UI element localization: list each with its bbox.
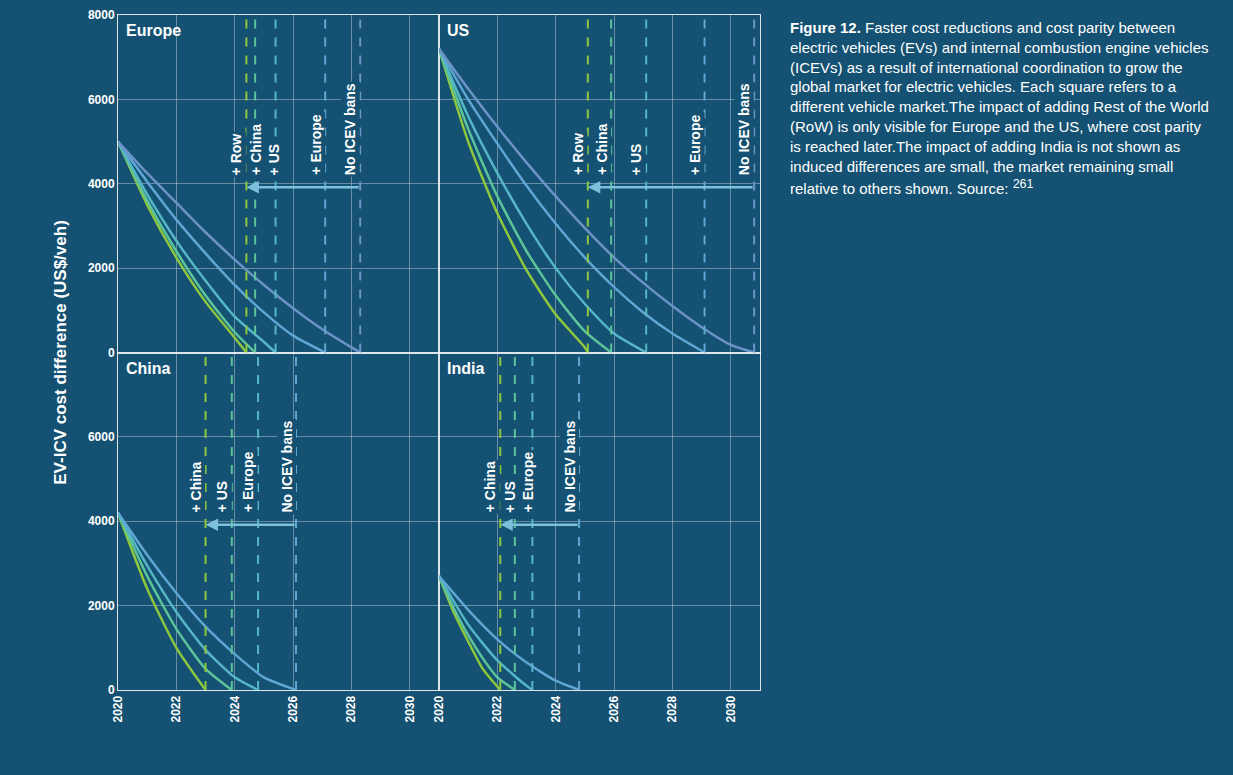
svg-text:+ China: + China [188, 461, 204, 512]
svg-text:US: US [447, 22, 470, 39]
svg-text:6000: 6000 [88, 430, 115, 444]
svg-text:India: India [447, 360, 484, 377]
svg-text:2024: 2024 [228, 695, 242, 722]
svg-text:4000: 4000 [88, 514, 115, 528]
svg-text:0: 0 [108, 683, 115, 697]
svg-text:China: China [126, 360, 171, 377]
svg-text:EV-ICV cost difference (US$/ve: EV-ICV cost difference (US$/veh) [51, 220, 70, 485]
svg-text:+ Europe: + Europe [520, 452, 536, 513]
svg-text:No ICEV bans: No ICEV bans [342, 83, 358, 175]
svg-text:Europe: Europe [126, 22, 181, 39]
svg-text:+ US: + US [214, 481, 230, 513]
svg-text:+ Europe: + Europe [687, 115, 703, 176]
svg-text:No ICEV bans: No ICEV bans [736, 83, 752, 175]
svg-text:4000: 4000 [88, 177, 115, 191]
html-text:Figure 12. Faster cost reducti: Figure 12. Faster cost reductions and co… [790, 19, 1209, 198]
svg-text:+ US: + US [628, 144, 644, 176]
svg-text:2000: 2000 [88, 599, 115, 613]
svg-text:2028: 2028 [665, 695, 679, 722]
svg-text:6000: 6000 [88, 93, 115, 107]
svg-text:2020: 2020 [111, 695, 125, 722]
svg-text:No ICEV bans: No ICEV bans [279, 421, 295, 513]
svg-text:2000: 2000 [88, 261, 115, 275]
svg-text:+ China: + China [248, 124, 264, 175]
svg-text:2030: 2030 [724, 695, 738, 722]
svg-text:2026: 2026 [286, 695, 300, 722]
svg-text:+ Europe: + Europe [240, 452, 256, 513]
svg-text:2024: 2024 [549, 695, 563, 722]
svg-text:No ICEV bans: No ICEV bans [562, 421, 578, 513]
svg-text:2022: 2022 [169, 695, 183, 722]
svg-text:2020: 2020 [432, 695, 446, 722]
svg-text:+ US: + US [502, 481, 518, 513]
svg-text:2022: 2022 [490, 695, 504, 722]
svg-text:+ China: + China [594, 124, 610, 175]
svg-text:2028: 2028 [344, 695, 358, 722]
svg-text:2026: 2026 [607, 695, 621, 722]
svg-text:+ Row: + Row [570, 133, 586, 175]
svg-text:+ Europe: + Europe [308, 114, 324, 175]
svg-text:8000: 8000 [88, 8, 115, 22]
svg-text:+ Row: + Row [228, 134, 244, 176]
svg-text:2030: 2030 [403, 695, 417, 722]
svg-text:0: 0 [108, 346, 115, 360]
svg-text:+ China: + China [482, 461, 498, 512]
svg-text:+ US: + US [266, 144, 282, 176]
